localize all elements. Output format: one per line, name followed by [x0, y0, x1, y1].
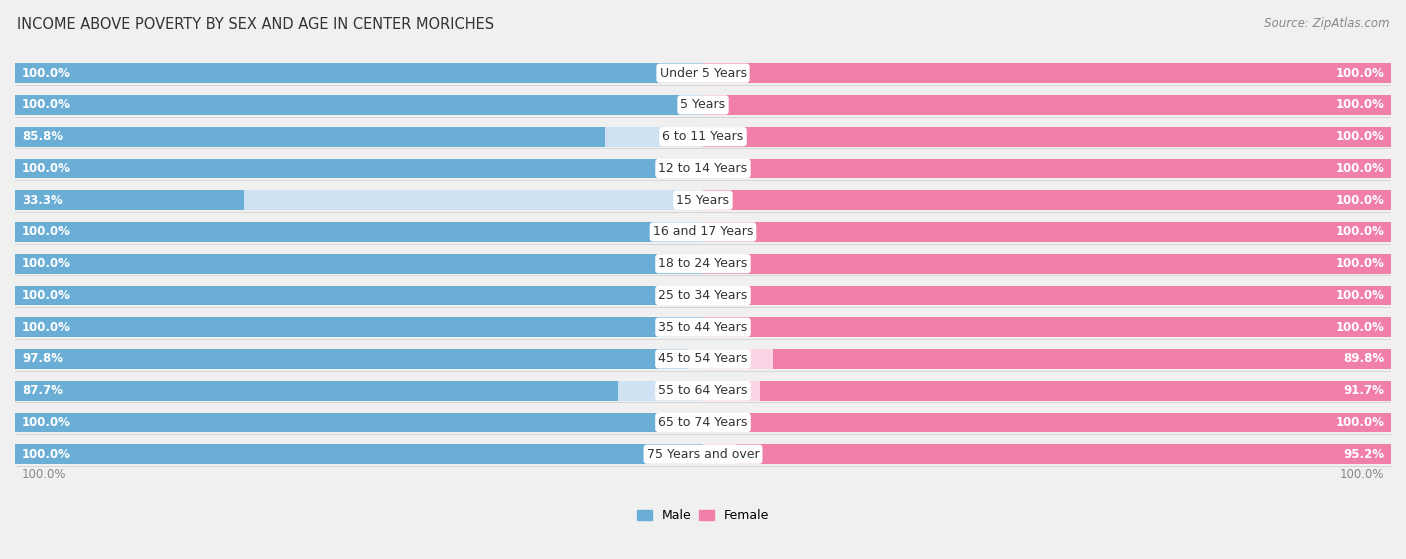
- Text: 95.2%: 95.2%: [1343, 448, 1384, 461]
- Bar: [703, 159, 1391, 178]
- Text: 100.0%: 100.0%: [1340, 468, 1384, 481]
- Bar: [15, 318, 703, 337]
- Bar: [703, 381, 1391, 401]
- Bar: [15, 222, 703, 242]
- Text: 15 Years: 15 Years: [676, 194, 730, 207]
- Text: 45 to 54 Years: 45 to 54 Years: [658, 353, 748, 366]
- Bar: [15, 286, 703, 305]
- Text: 85.8%: 85.8%: [22, 130, 63, 143]
- Bar: [15, 191, 703, 210]
- Bar: [703, 286, 1391, 305]
- Text: 100.0%: 100.0%: [1336, 194, 1384, 207]
- Bar: [703, 222, 1391, 242]
- Text: 100.0%: 100.0%: [1336, 289, 1384, 302]
- Text: 87.7%: 87.7%: [22, 384, 63, 397]
- Text: 16 and 17 Years: 16 and 17 Years: [652, 225, 754, 239]
- Text: 100.0%: 100.0%: [22, 416, 70, 429]
- Text: 91.7%: 91.7%: [1343, 384, 1384, 397]
- Text: 100.0%: 100.0%: [22, 321, 70, 334]
- Text: 100.0%: 100.0%: [22, 225, 70, 239]
- Bar: [703, 191, 1391, 210]
- Text: 5 Years: 5 Years: [681, 98, 725, 111]
- Bar: [703, 63, 1391, 83]
- Bar: [703, 191, 1391, 210]
- Bar: [735, 444, 1391, 464]
- Bar: [15, 127, 703, 146]
- Text: 75 Years and over: 75 Years and over: [647, 448, 759, 461]
- Bar: [15, 63, 703, 83]
- Bar: [15, 95, 703, 115]
- Text: 12 to 14 Years: 12 to 14 Years: [658, 162, 748, 175]
- Text: 100.0%: 100.0%: [1336, 162, 1384, 175]
- Text: 18 to 24 Years: 18 to 24 Years: [658, 257, 748, 270]
- Text: 6 to 11 Years: 6 to 11 Years: [662, 130, 744, 143]
- Bar: [703, 127, 1391, 146]
- Bar: [15, 63, 703, 83]
- Text: 100.0%: 100.0%: [22, 257, 70, 270]
- Legend: Male, Female: Male, Female: [637, 509, 769, 522]
- Bar: [15, 381, 619, 401]
- Text: 100.0%: 100.0%: [1336, 67, 1384, 80]
- Text: 100.0%: 100.0%: [1336, 130, 1384, 143]
- Bar: [761, 381, 1391, 401]
- Text: 100.0%: 100.0%: [1336, 98, 1384, 111]
- Bar: [15, 349, 703, 369]
- Bar: [15, 159, 703, 178]
- Text: 100.0%: 100.0%: [1336, 321, 1384, 334]
- Text: 100.0%: 100.0%: [1336, 257, 1384, 270]
- Bar: [15, 159, 703, 178]
- Text: 100.0%: 100.0%: [22, 468, 66, 481]
- Bar: [703, 286, 1391, 305]
- Text: INCOME ABOVE POVERTY BY SEX AND AGE IN CENTER MORICHES: INCOME ABOVE POVERTY BY SEX AND AGE IN C…: [17, 17, 494, 32]
- Bar: [703, 444, 1391, 464]
- Bar: [703, 413, 1391, 432]
- Text: 100.0%: 100.0%: [22, 67, 70, 80]
- Text: 33.3%: 33.3%: [22, 194, 63, 207]
- Bar: [703, 222, 1391, 242]
- Bar: [773, 349, 1391, 369]
- Text: 25 to 34 Years: 25 to 34 Years: [658, 289, 748, 302]
- Bar: [15, 254, 703, 273]
- Bar: [15, 444, 703, 464]
- Bar: [703, 95, 1391, 115]
- Text: 100.0%: 100.0%: [22, 289, 70, 302]
- Text: Source: ZipAtlas.com: Source: ZipAtlas.com: [1264, 17, 1389, 30]
- Bar: [703, 95, 1391, 115]
- Bar: [15, 127, 606, 146]
- Text: 100.0%: 100.0%: [1336, 416, 1384, 429]
- Bar: [703, 63, 1391, 83]
- Bar: [15, 413, 703, 432]
- Text: Under 5 Years: Under 5 Years: [659, 67, 747, 80]
- Bar: [15, 254, 703, 273]
- Text: 100.0%: 100.0%: [1336, 225, 1384, 239]
- Text: 65 to 74 Years: 65 to 74 Years: [658, 416, 748, 429]
- Bar: [703, 127, 1391, 146]
- Bar: [703, 349, 1391, 369]
- Bar: [15, 413, 703, 432]
- Text: 35 to 44 Years: 35 to 44 Years: [658, 321, 748, 334]
- Text: 97.8%: 97.8%: [22, 353, 63, 366]
- Bar: [15, 381, 703, 401]
- Bar: [703, 159, 1391, 178]
- Text: 100.0%: 100.0%: [22, 98, 70, 111]
- Bar: [15, 191, 245, 210]
- Bar: [15, 286, 703, 305]
- Bar: [15, 318, 703, 337]
- Bar: [703, 254, 1391, 273]
- Bar: [703, 254, 1391, 273]
- Bar: [703, 413, 1391, 432]
- Text: 55 to 64 Years: 55 to 64 Years: [658, 384, 748, 397]
- Bar: [15, 95, 703, 115]
- Text: 89.8%: 89.8%: [1343, 353, 1384, 366]
- Bar: [703, 318, 1391, 337]
- Bar: [15, 222, 703, 242]
- Bar: [15, 444, 703, 464]
- Bar: [15, 349, 688, 369]
- Text: 100.0%: 100.0%: [22, 162, 70, 175]
- Bar: [703, 318, 1391, 337]
- Text: 100.0%: 100.0%: [22, 448, 70, 461]
